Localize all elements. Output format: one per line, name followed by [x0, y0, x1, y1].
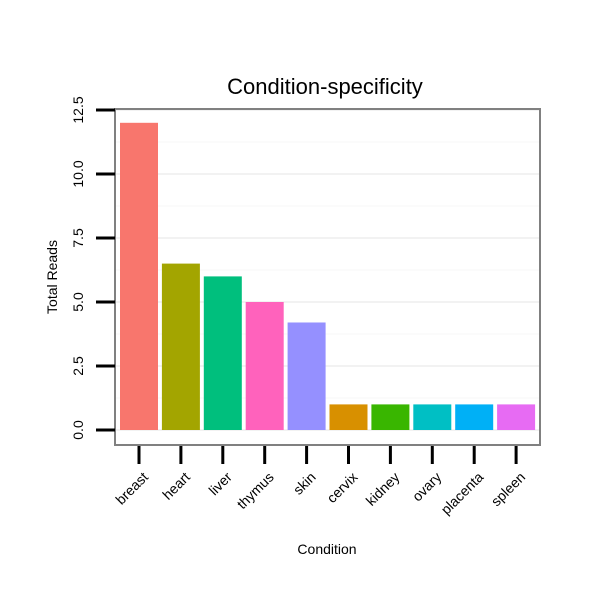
y-tick-label: 2.5 [70, 356, 86, 376]
y-tick-label: 12.5 [70, 96, 86, 123]
x-tick-label: thymus [234, 469, 277, 512]
y-tick-label: 5.0 [70, 292, 86, 312]
bar-liver [203, 276, 242, 430]
x-tick-label: skin [290, 469, 319, 498]
x-tick-label: kidney [363, 469, 403, 509]
bar-ovary [413, 404, 452, 430]
y-tick-label: 0.0 [70, 420, 86, 440]
bar-breast [120, 122, 158, 431]
bar-thymus [245, 302, 284, 430]
x-tick-label: ovary [409, 469, 445, 505]
bar-heart [161, 263, 200, 430]
bars [120, 122, 536, 431]
x-tick-label: cervix [323, 469, 360, 506]
bar-skin [287, 322, 326, 430]
chart-title: Condition-specificity [227, 74, 423, 99]
x-axis-title: Condition [297, 541, 356, 557]
y-axis: 0.0 2.5 5.0 7.5 10.0 12.5 [70, 96, 115, 440]
x-tick-label: heart [159, 469, 193, 503]
bar-cervix [329, 404, 368, 430]
y-axis-title: Total Reads [44, 240, 60, 314]
y-tick-label: 7.5 [70, 228, 86, 248]
x-tick-label: spleen [488, 469, 528, 509]
x-tick-label: liver [205, 469, 235, 499]
x-tick-label: placenta [438, 469, 487, 518]
x-tick-label: breast [112, 469, 151, 508]
bar-placenta [455, 404, 494, 430]
bar-kidney [371, 404, 410, 430]
plot-frame [114, 108, 541, 446]
bar-spleen [497, 404, 536, 430]
y-tick-label: 10.0 [70, 160, 86, 187]
